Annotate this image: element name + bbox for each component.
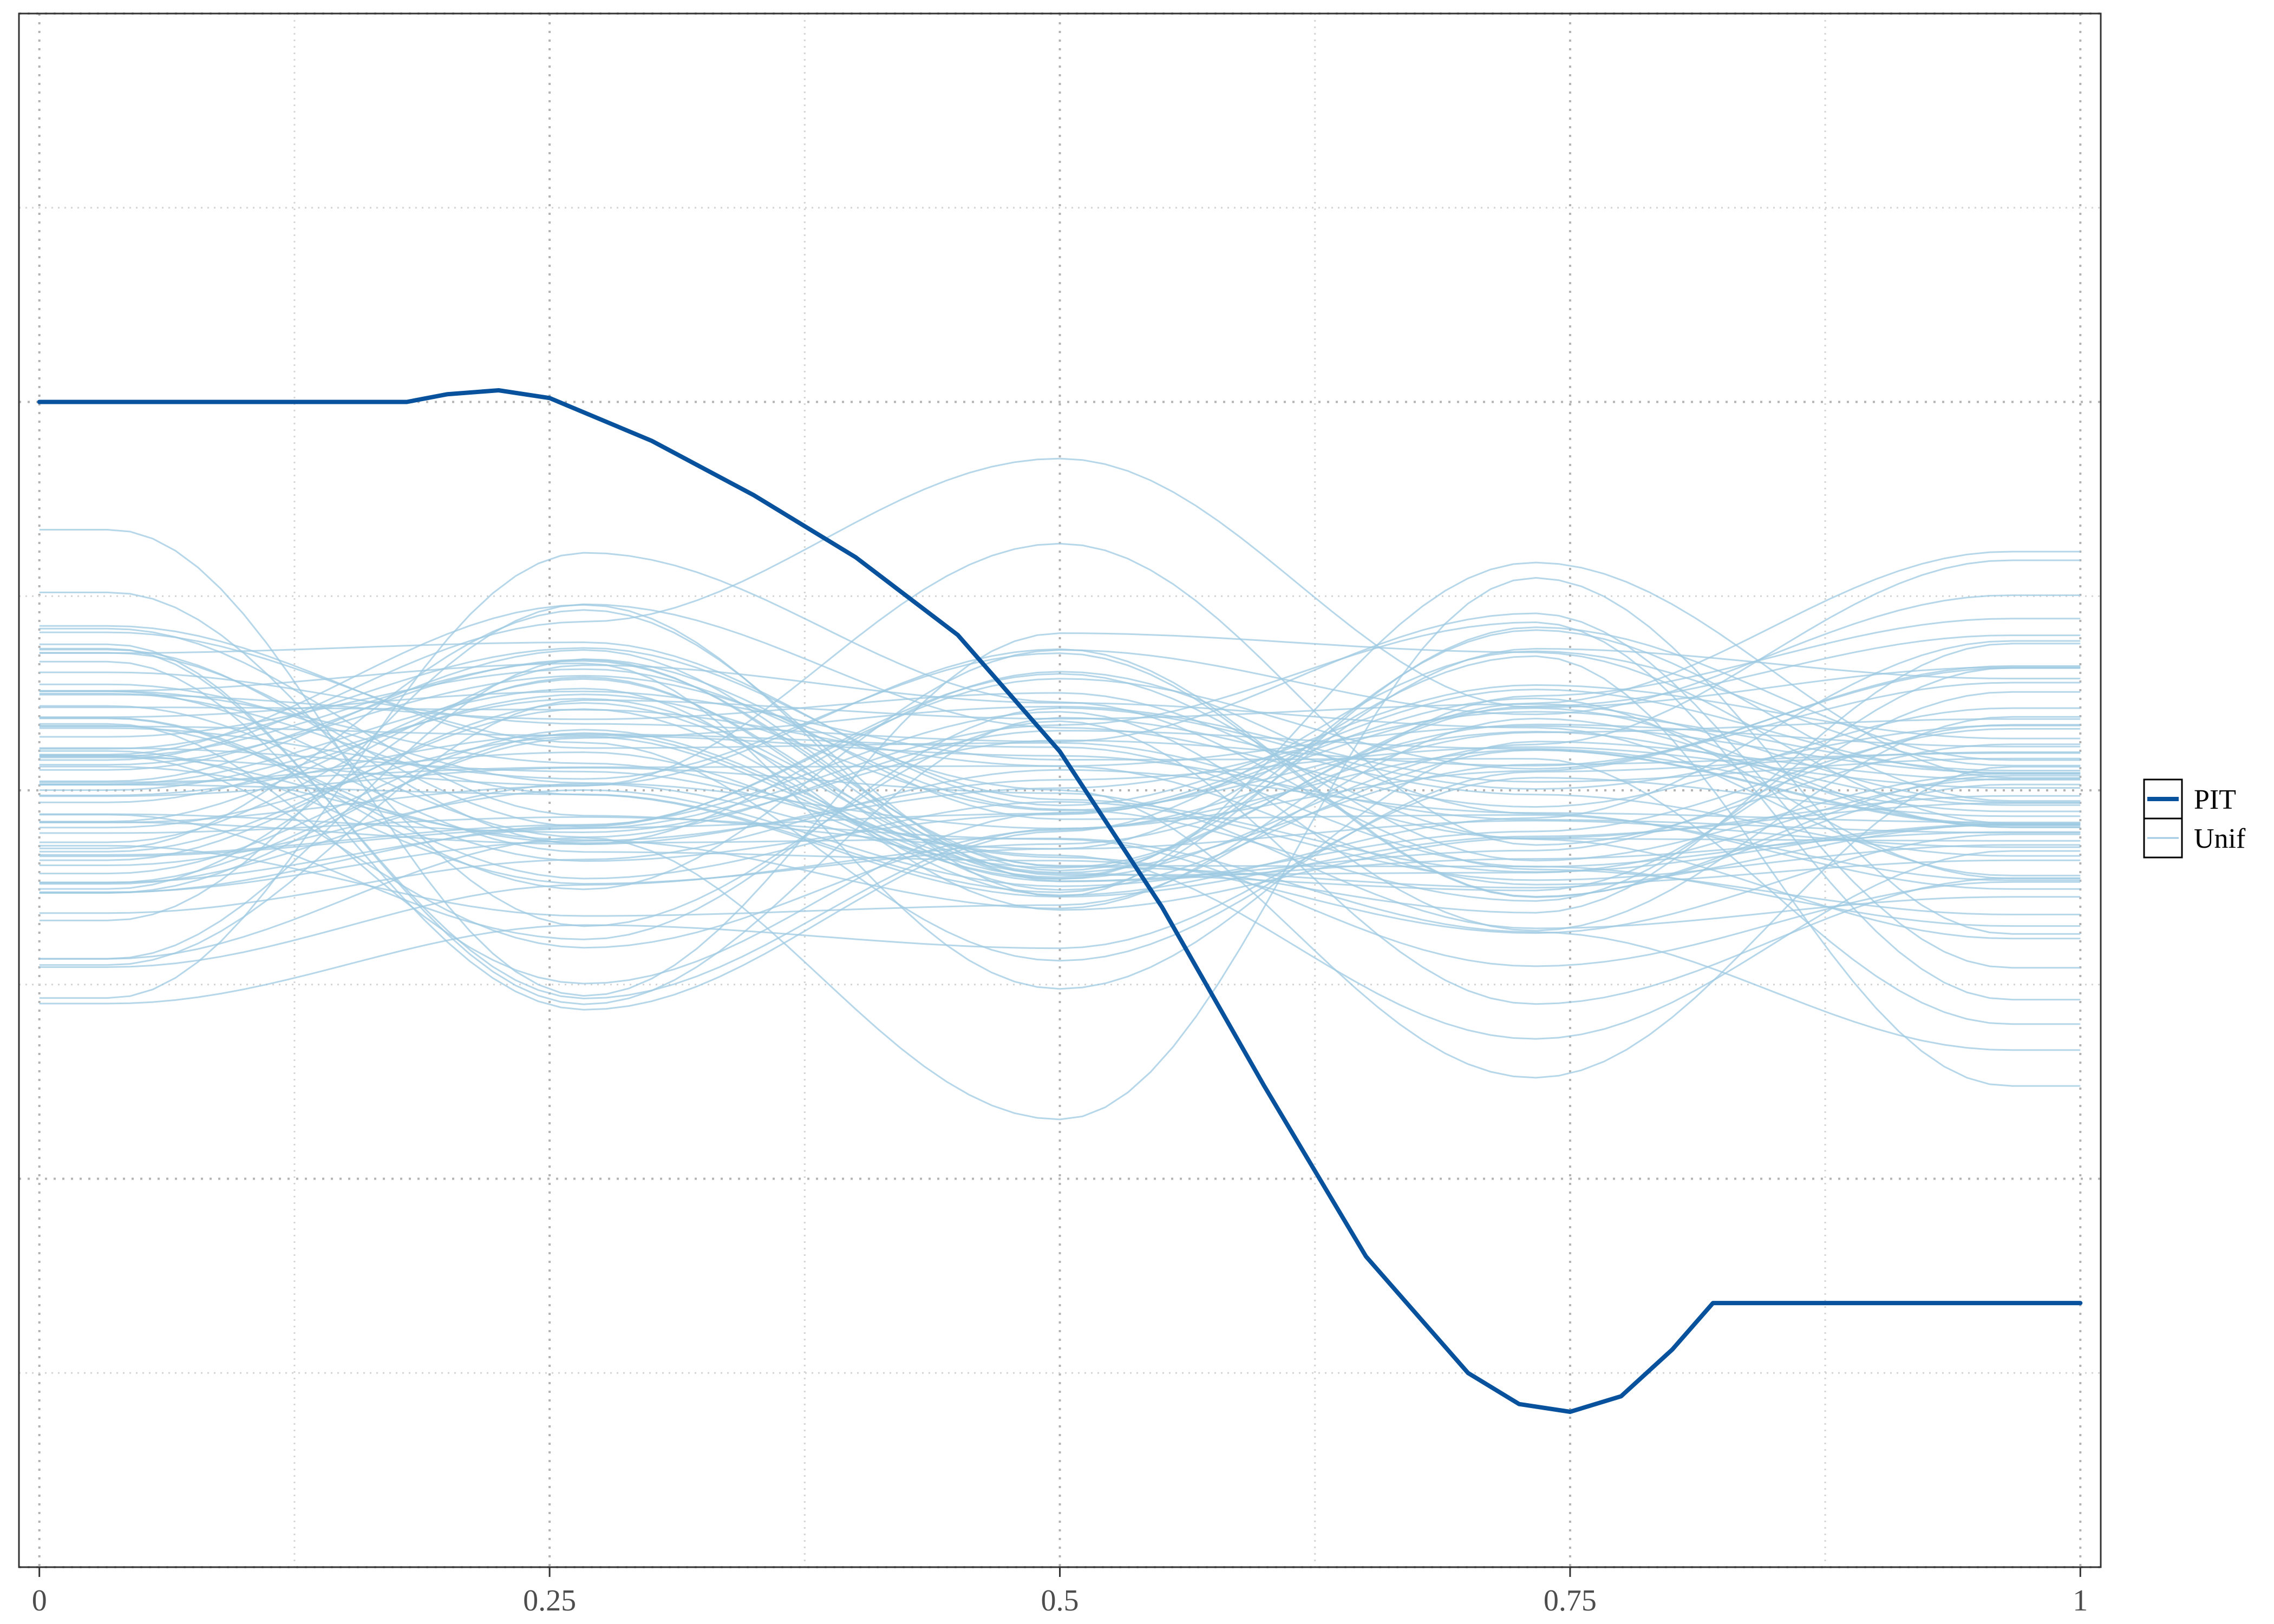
unif-line — [39, 725, 2081, 834]
unif-line — [39, 769, 2081, 914]
unif-line — [39, 777, 2081, 1005]
unif-line — [39, 728, 2081, 887]
unif-line — [39, 717, 2081, 881]
x-tick-label: 0.5 — [1041, 1584, 1079, 1618]
unif-line — [39, 647, 2081, 1000]
unif-line — [39, 692, 2081, 940]
unif-line — [39, 671, 2081, 890]
unif-line — [39, 647, 2081, 873]
unif-line — [39, 457, 2081, 761]
legend: PIT Unif — [2143, 778, 2246, 859]
legend-label-pit: PIT — [2194, 784, 2236, 815]
unif-line — [39, 699, 2081, 966]
unif-line — [39, 705, 2081, 884]
unif-line — [39, 655, 2081, 1087]
unif-line — [39, 690, 2081, 839]
unif-line — [39, 626, 2081, 894]
unif-line — [39, 618, 2081, 909]
unif-line — [39, 603, 2081, 921]
x-axis-ticks: 0 0.25 0.5 0.75 1 — [32, 1567, 2088, 1618]
unif-line — [39, 687, 2081, 911]
unif-line — [39, 561, 2081, 898]
unif-line — [39, 591, 2081, 1005]
unif-line — [39, 658, 2081, 960]
unif-line — [39, 648, 2081, 898]
unif-line — [39, 609, 2081, 882]
pit-series-line — [37, 388, 2083, 1414]
unif-line — [39, 650, 2081, 1011]
unif-line — [39, 682, 2081, 834]
legend-label-unif: Unif — [2194, 823, 2246, 854]
unif-line — [39, 718, 2081, 968]
unif-line — [39, 747, 2081, 1040]
unif-line — [39, 634, 2081, 885]
unif-line — [39, 649, 2081, 846]
unif-line — [39, 697, 2081, 880]
x-tick-label: 0.75 — [1544, 1584, 1597, 1618]
unif-line — [39, 690, 2081, 1025]
x-tick-label: 1 — [2073, 1584, 2088, 1618]
unif-line — [39, 641, 2081, 807]
unif-line — [39, 717, 2081, 917]
unif-line — [39, 691, 2081, 892]
pit-line — [37, 388, 2083, 1414]
unif-line — [39, 693, 2081, 811]
unif-line — [39, 725, 2081, 783]
unif-series-lines — [39, 457, 2081, 1121]
unif-line — [39, 612, 2081, 969]
unif-line — [39, 711, 2081, 932]
unif-line — [39, 647, 2081, 894]
x-tick-label: 0.25 — [523, 1584, 576, 1618]
unif-line — [39, 542, 2081, 846]
unif-line — [39, 711, 2081, 893]
unif-line — [39, 625, 2081, 842]
unif-line — [39, 662, 2081, 990]
unif-line — [39, 629, 2081, 880]
unif-line — [39, 698, 2081, 927]
unif-line — [39, 667, 2081, 902]
unif-line — [39, 577, 2081, 1121]
x-tick-label: 0 — [32, 1584, 47, 1618]
